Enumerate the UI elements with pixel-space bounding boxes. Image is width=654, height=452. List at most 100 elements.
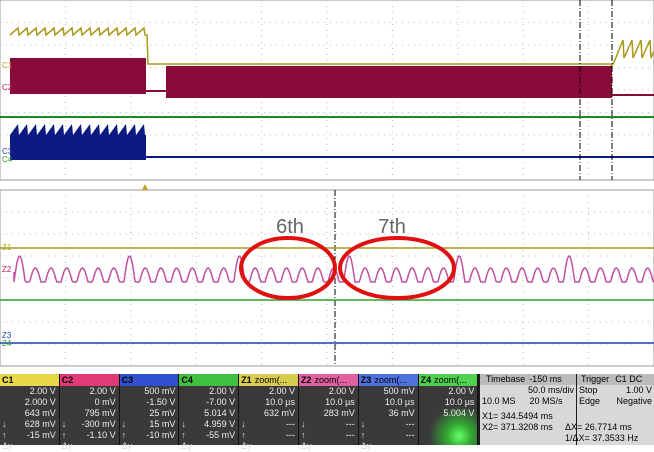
trace-c3 bbox=[10, 124, 146, 160]
channel-marker: C4 bbox=[2, 155, 13, 164]
panel-name: C3 bbox=[121, 375, 134, 385]
measure-symbol: ↑ bbox=[121, 430, 127, 440]
measure-symbol: ↓ bbox=[2, 419, 7, 429]
measure-symbol: Δy bbox=[241, 441, 252, 451]
panel-measure: -300 mV ↑ bbox=[61, 419, 116, 440]
panel-setting: 2.000 V bbox=[24, 397, 56, 407]
zoom-marker: Z4 bbox=[2, 339, 12, 348]
trigger-level: 1.00 V bbox=[625, 385, 652, 395]
panel-measure: --- Δy bbox=[301, 430, 355, 451]
panel-measure: --- Δy bbox=[241, 430, 295, 451]
cursor-x2: X2= 371.3208 ms bbox=[482, 422, 553, 432]
timebase-samples: 10.0 MS bbox=[482, 396, 516, 406]
timebase-box: Timebase -150 ms 50.0 ms/div 10.0 MS 20 MS/s… bbox=[480, 374, 576, 445]
zoom-marker: Z2 bbox=[2, 265, 12, 274]
panel-setting: 0 mV bbox=[94, 397, 116, 407]
measure-symbol: Δy bbox=[360, 441, 372, 451]
panel-header: C4 bbox=[179, 374, 239, 386]
panel-header: Z3 zoom(... bbox=[358, 374, 418, 386]
panel-header: C3 bbox=[119, 374, 179, 386]
measure-symbol: ↓ bbox=[181, 419, 186, 429]
channel-marker: C3 bbox=[2, 147, 13, 156]
panel-measure: 795 mV ↓ bbox=[61, 408, 116, 429]
timebase-rate: 20 MS/s bbox=[529, 396, 563, 406]
panel-measure: 4.959 V ↑ bbox=[181, 419, 236, 440]
measure-symbol: ↑ bbox=[2, 430, 7, 440]
panel-measure: -10 mV Δy bbox=[121, 430, 176, 451]
annotation: 7th bbox=[378, 216, 406, 238]
measure-symbol: Δy bbox=[2, 441, 13, 451]
channel-panel: C3 500 mV -1.50 V 25 mV ↓ 15 mV ↑ -10 mV Δy bbox=[119, 374, 180, 451]
panel-measure: --- ↑ bbox=[241, 419, 295, 440]
measure-symbol: ↑ bbox=[181, 430, 186, 440]
panel-measure: 36 mV ↓ bbox=[360, 408, 415, 429]
channel-panel: C1 2.00 V 2.000 V 643 mV ↓ 628 mV ↑ -15 mV Δy bbox=[0, 374, 60, 451]
panel-measure: 5.014 V ↓ bbox=[181, 408, 236, 429]
panel-setting: 2.00 V bbox=[268, 386, 295, 396]
measure-symbol: ↓ bbox=[241, 419, 246, 429]
panel-measure: 632 mV ↓ bbox=[241, 408, 295, 429]
channel-marker: C1 bbox=[2, 61, 13, 70]
waveforms bbox=[0, 0, 654, 366]
measure-symbol: Δy bbox=[121, 441, 133, 451]
measure-symbol: ↓ bbox=[121, 419, 127, 429]
panel-measure: --- ↑ bbox=[301, 419, 355, 440]
panel-header: Z2 zoom(... bbox=[299, 374, 358, 386]
panel-measure: 5.004 V bbox=[443, 408, 475, 418]
trace-c2 bbox=[10, 58, 146, 94]
panel-measure: 15 mV ↑ bbox=[121, 419, 176, 440]
timebase-label: Timebase bbox=[486, 374, 526, 384]
trace-c2 bbox=[166, 66, 612, 98]
channel-panel: Z4 zoom(... 2.00 V 10.0 µs 5.004 V bbox=[418, 374, 479, 445]
highlight-ellipse bbox=[338, 236, 456, 300]
panel-setting: 2.00 V bbox=[209, 386, 236, 396]
trigger-label: Trigger bbox=[581, 374, 610, 384]
trigger-slope: Negative bbox=[616, 396, 652, 406]
panel-name: Z1 bbox=[241, 375, 252, 385]
measure-symbol: ↓ bbox=[61, 419, 67, 429]
panel-setting: 2.00 V bbox=[89, 386, 116, 396]
panel-measure: 628 mV ↑ bbox=[2, 419, 56, 440]
timebase-delay: -150 ms bbox=[529, 374, 562, 384]
trigger-type: Edge bbox=[579, 396, 601, 406]
measure-symbol: Δy bbox=[301, 441, 312, 451]
zoom-marker: Z3 bbox=[2, 331, 12, 340]
panel-header: Z4 zoom(... bbox=[418, 374, 478, 386]
measure-symbol: Δy bbox=[61, 441, 73, 451]
channel-panel: C4 2.00 V -7.00 V 5.014 V ↓ 4.959 V ↑ -55 mV Δy bbox=[179, 374, 240, 451]
panel-title: zoom(... bbox=[314, 375, 348, 385]
panel-setting: 500 mV bbox=[144, 386, 176, 396]
highlight-ellipse bbox=[239, 236, 337, 300]
panel-name: C4 bbox=[181, 375, 193, 385]
cursor-dx: ΔX= 26.7714 ms bbox=[565, 422, 632, 432]
panel-setting: 10.0 µs bbox=[325, 397, 355, 407]
measure-symbol: ↑ bbox=[61, 430, 67, 440]
panel-measure: 643 mV ↓ bbox=[2, 408, 56, 429]
timebase-header: Timebase -150 ms bbox=[480, 374, 576, 385]
trigger-marker bbox=[142, 184, 148, 190]
panel-title: zoom(... bbox=[254, 375, 288, 385]
trigger-source: C1 DC bbox=[615, 374, 643, 384]
panel-title: zoom(... bbox=[374, 375, 407, 385]
panel-measure: -1.10 V Δy bbox=[61, 430, 116, 451]
timebase-row: 10.0 MS 20 MS/s bbox=[480, 396, 576, 407]
panel-setting: 10.0 µs bbox=[384, 397, 415, 407]
lower-grid bbox=[0, 189, 654, 367]
measure-symbol: ↑ bbox=[360, 430, 366, 440]
trigger-box: Trigger C1 DC Stop 1.00 V Edge Negative ΔX= 26… bbox=[565, 374, 654, 445]
annotation: 6th bbox=[276, 216, 304, 238]
panel-setting: 2.00 V bbox=[328, 386, 355, 396]
panel-measure: --- Δy bbox=[360, 430, 415, 451]
panel-measure: -55 mV Δy bbox=[181, 430, 236, 451]
panel-setting: -1.50 V bbox=[146, 397, 176, 407]
trace-c1 bbox=[9, 26, 654, 68]
display: 6th 7th C1 C2 C3 C4 Z1 Z2 Z3 Z4 bbox=[0, 0, 654, 367]
panel-setting: 10.0 µs bbox=[265, 397, 295, 407]
measure-symbol: ↓ bbox=[360, 419, 366, 429]
panel-setting: -7.00 V bbox=[206, 397, 236, 407]
panel-header: C1 bbox=[0, 374, 59, 386]
zoom-marker: Z1 bbox=[2, 243, 12, 252]
panel-name: Z3 bbox=[360, 375, 372, 385]
trigger-row: Stop 1.00 V bbox=[577, 385, 654, 396]
